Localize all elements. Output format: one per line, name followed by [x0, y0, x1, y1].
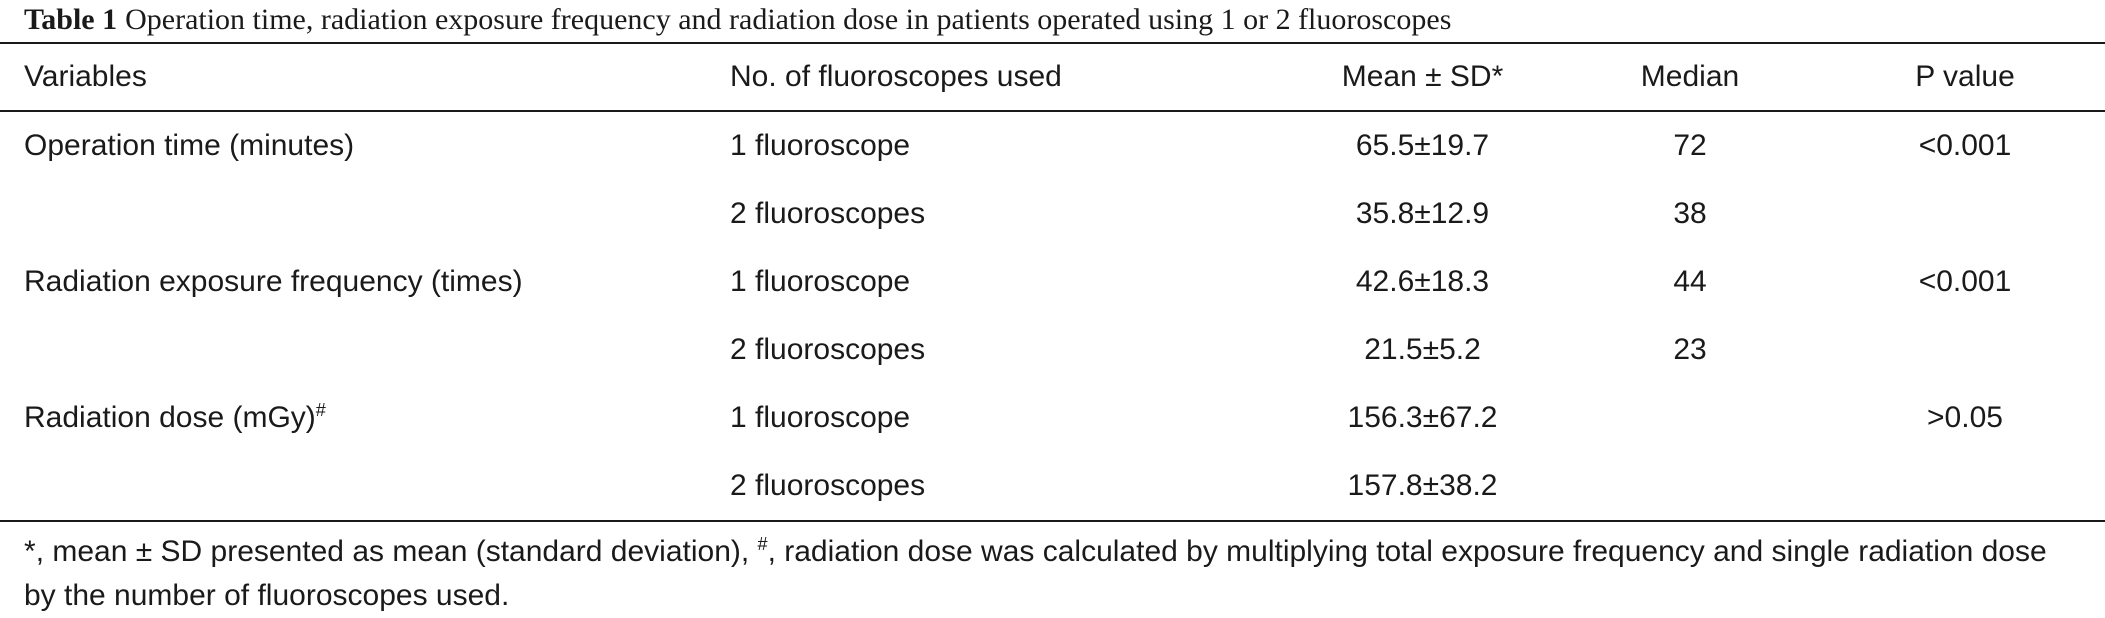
cell-p-value [1825, 316, 2105, 384]
cell-mean-sd: 65.5±19.7 [1355, 129, 1490, 162]
variable-mark: # [315, 400, 326, 420]
cell-median [1555, 384, 1825, 452]
cell-p-value: >0.05 [1927, 401, 2003, 434]
cell-median: 72 [1673, 129, 1707, 162]
header-p-value: P value [1915, 60, 2015, 93]
cell-mean-sd: 156.3±67.2 [1347, 401, 1498, 434]
table-row: Radiation dose (mGy)# 1 fluoroscope 156.… [0, 384, 2105, 452]
footnote-text-2: , radiation dose was calculated by multi… [24, 535, 2047, 612]
cell-variable [0, 316, 730, 384]
cell-median: 44 [1673, 265, 1707, 298]
cell-fluoroscopes: 1 fluoroscope [730, 129, 911, 162]
cell-mean-sd: 42.6±18.3 [1355, 265, 1490, 298]
cell-p-value: <0.001 [1918, 129, 2012, 162]
table-row: 2 fluoroscopes 21.5±5.2 23 [0, 316, 2105, 384]
footnote-mark-1: * [24, 535, 36, 568]
cell-p-value: <0.001 [1918, 265, 2012, 298]
cell-variable [0, 180, 730, 248]
cell-variable: Operation time (minutes) [0, 111, 730, 180]
cell-p-value [1825, 452, 2105, 521]
header-row: Variables No. of fluoroscopes used Mean … [0, 43, 2105, 111]
cell-mean-sd: 35.8±12.9 [1355, 197, 1490, 230]
cell-fluoroscopes: 1 fluoroscope [730, 265, 911, 298]
footnote-mark-2: # [757, 534, 768, 554]
variable-text: Radiation exposure frequency (times) [24, 265, 523, 298]
cell-variable [0, 452, 730, 521]
header-mean-sd-mark: * [1491, 60, 1504, 93]
cell-fluoroscopes: 1 fluoroscope [730, 401, 911, 434]
header-mean-sd-text: Mean ± SD [1341, 60, 1492, 93]
table-caption-text: Operation time, radiation exposure frequ… [125, 3, 1452, 36]
table-caption: Table 1 Operation time, radiation exposur… [24, 2, 1451, 38]
cell-median [1555, 452, 1825, 521]
table-footnote: *, mean ± SD presented as mean (standard… [24, 530, 2084, 618]
table-body: Operation time (minutes) 1 fluoroscope 6… [0, 111, 2105, 521]
header-mean-sd: Mean ± SD* [1290, 43, 1555, 111]
header-variables: Variables [24, 60, 147, 93]
table-row: 2 fluoroscopes 35.8±12.9 38 [0, 180, 2105, 248]
cell-variable: Radiation dose (mGy)# [0, 384, 730, 452]
footnote-text-1: , mean ± SD presented as mean (standard … [35, 535, 758, 568]
cell-fluoroscopes: 2 fluoroscopes [730, 197, 926, 230]
header-median: Median [1640, 60, 1740, 93]
table-label: Table 1 [24, 3, 118, 36]
cell-p-value [1825, 180, 2105, 248]
table-row: Operation time (minutes) 1 fluoroscope 6… [0, 111, 2105, 180]
cell-median: 38 [1673, 197, 1707, 230]
header-fluoroscopes: No. of fluoroscopes used [730, 60, 1062, 93]
table-row: Radiation exposure frequency (times) 1 f… [0, 248, 2105, 316]
data-table: Variables No. of fluoroscopes used Mean … [0, 42, 2105, 522]
cell-fluoroscopes: 2 fluoroscopes [730, 333, 926, 366]
cell-variable: Radiation exposure frequency (times) [0, 248, 730, 316]
variable-text: Radiation dose (mGy) [24, 401, 316, 434]
variable-text: Operation time (minutes) [24, 129, 355, 162]
cell-median: 23 [1673, 333, 1707, 366]
table-header: Variables No. of fluoroscopes used Mean … [0, 43, 2105, 111]
cell-mean-sd: 157.8±38.2 [1347, 469, 1498, 502]
cell-mean-sd: 21.5±5.2 [1364, 333, 1481, 366]
table-row: 2 fluoroscopes 157.8±38.2 [0, 452, 2105, 521]
cell-fluoroscopes: 2 fluoroscopes [730, 469, 926, 502]
